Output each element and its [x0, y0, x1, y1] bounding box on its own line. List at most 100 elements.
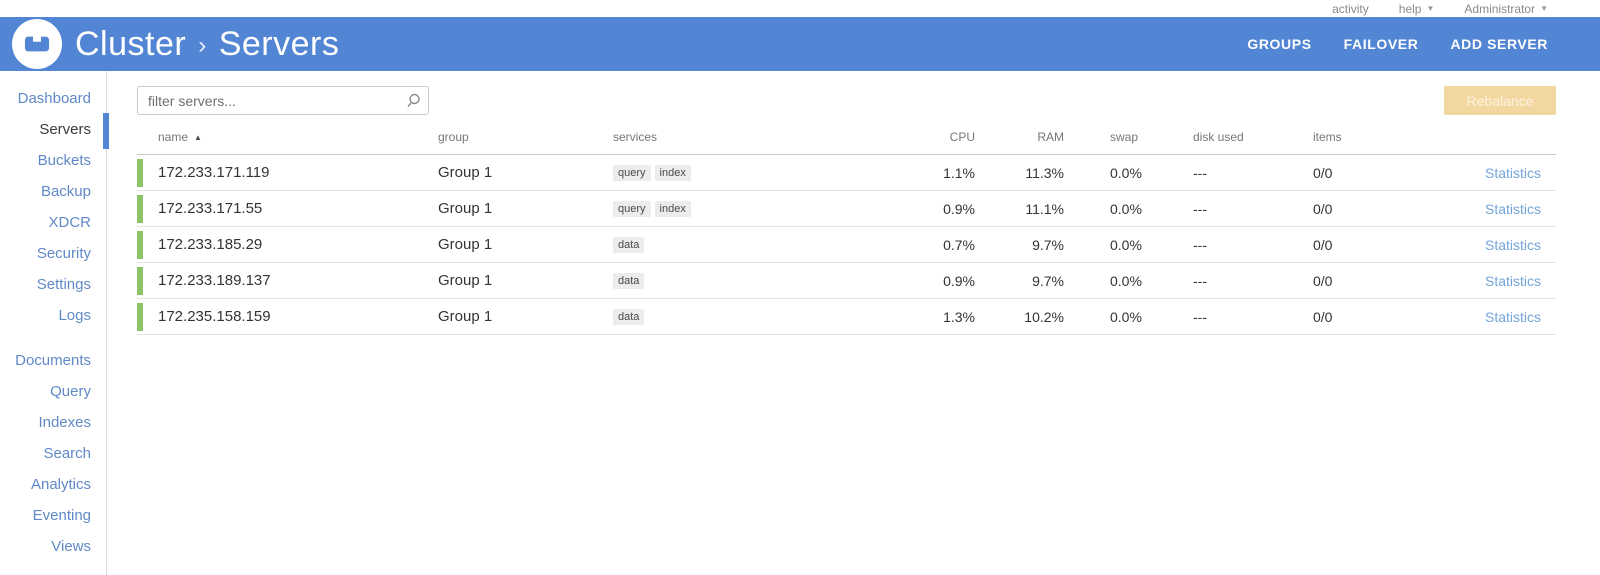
groups-button[interactable]: GROUPS — [1247, 36, 1312, 52]
sidebar-item-dashboard[interactable]: Dashboard — [17, 90, 91, 107]
sidebar-item-servers[interactable]: Servers — [0, 113, 109, 149]
disk-used-value: --- — [1193, 236, 1207, 253]
column-header-ram[interactable]: RAM — [1037, 130, 1064, 144]
statistics-link[interactable]: Statistics — [1484, 200, 1541, 217]
server-group: Group 1 — [438, 272, 493, 289]
breadcrumb-cluster[interactable]: Cluster — [75, 24, 187, 63]
chevron-right-icon: › — [198, 31, 207, 59]
add-server-button[interactable]: ADD SERVER — [1450, 36, 1548, 52]
help-label: help — [1398, 1, 1422, 16]
statistics-link[interactable]: Statistics — [1484, 308, 1541, 325]
server-name-cell: 172.233.171.119 — [137, 158, 438, 187]
server-group: Group 1 — [438, 164, 493, 181]
column-header-services[interactable]: services — [613, 130, 658, 144]
items-value: 0/0 — [1313, 200, 1333, 217]
sidebar-item-buckets[interactable]: Buckets — [37, 152, 91, 169]
sidebar-item-security[interactable]: Security — [36, 245, 91, 262]
sidebar-item-backup[interactable]: Backup — [40, 183, 91, 200]
health-status-bar — [137, 302, 143, 331]
health-status-bar — [137, 158, 143, 187]
couchbase-logo-icon — [24, 36, 50, 52]
server-group: Group 1 — [438, 236, 493, 253]
failover-button[interactable]: FAILOVER — [1343, 36, 1419, 52]
disk-used-value: --- — [1193, 200, 1207, 217]
column-header-disk-used[interactable]: disk used — [1193, 130, 1244, 144]
table-row[interactable]: 172.233.171.119 Group 1 query index 1.1%… — [137, 155, 1556, 191]
column-header-group[interactable]: group — [438, 130, 469, 144]
swap-value: 0.0% — [1110, 272, 1142, 289]
server-name: 172.233.171.119 — [158, 164, 270, 181]
server-table: name ▲ group services CPU RAM swap disk … — [137, 120, 1556, 335]
sidebar-item-eventing[interactable]: Eventing — [32, 507, 91, 524]
table-header-row: name ▲ group services CPU RAM swap disk … — [137, 120, 1556, 155]
cpu-value: 0.7% — [943, 236, 975, 253]
column-header-items[interactable]: items — [1313, 130, 1342, 144]
swap-value: 0.0% — [1110, 200, 1142, 217]
service-badge: data — [613, 308, 645, 325]
activity-link[interactable]: activity — [1332, 2, 1369, 16]
sidebar-item-search[interactable]: Search — [43, 445, 91, 462]
cpu-value: 0.9% — [943, 272, 975, 289]
items-value: 0/0 — [1313, 308, 1333, 325]
cpu-value: 1.3% — [943, 308, 975, 325]
service-badge: index — [654, 164, 691, 181]
sidebar-item-documents[interactable]: Documents — [15, 352, 91, 369]
server-name-cell: 172.233.189.137 — [137, 266, 438, 295]
sidebar-item-indexes[interactable]: Indexes — [38, 414, 91, 431]
server-name: 172.233.189.137 — [158, 272, 271, 289]
sidebar-item-query[interactable]: Query — [50, 383, 91, 400]
servers-toolbar: Rebalance — [137, 86, 1556, 115]
table-row[interactable]: 172.235.158.159 Group 1 data 1.3% 10.2% … — [137, 299, 1556, 335]
ram-value: 11.3% — [1025, 164, 1064, 181]
column-header-cpu[interactable]: CPU — [949, 130, 975, 144]
items-value: 0/0 — [1313, 236, 1333, 253]
table-row[interactable]: 172.233.189.137 Group 1 data 0.9% 9.7% 0… — [137, 263, 1556, 299]
service-badge: data — [613, 272, 645, 289]
sidebar-item-settings[interactable]: Settings — [36, 276, 91, 293]
swap-value: 0.0% — [1110, 164, 1142, 181]
sidebar-group-2: Documents Query Indexes Search Analytics… — [0, 345, 106, 562]
server-name: 172.233.185.29 — [158, 236, 263, 253]
filter-servers-input[interactable] — [137, 86, 429, 115]
sidebar-item-xdcr[interactable]: XDCR — [48, 214, 91, 231]
activity-label: activity — [1332, 1, 1369, 16]
column-header-name[interactable]: name ▲ — [158, 130, 202, 144]
statistics-link[interactable]: Statistics — [1484, 236, 1541, 253]
top-utility-bar: activity help ▼ Administrator ▼ — [0, 0, 1600, 17]
server-services: data — [613, 236, 940, 253]
user-label: Administrator — [1464, 1, 1536, 16]
app-header: Cluster › Servers GROUPS FAILOVER ADD SE… — [0, 17, 1600, 71]
sidebar: Dashboard Servers Buckets Backup XDCR Se… — [0, 71, 109, 575]
service-badge: index — [654, 200, 691, 217]
table-row[interactable]: 172.233.171.55 Group 1 query index 0.9% … — [137, 191, 1556, 227]
user-menu[interactable]: Administrator ▼ — [1464, 2, 1548, 16]
help-menu[interactable]: help ▼ — [1399, 2, 1435, 16]
server-services: query index — [613, 164, 940, 181]
items-value: 0/0 — [1313, 272, 1333, 289]
ram-value: 10.2% — [1024, 308, 1064, 325]
server-name-cell: 172.233.171.55 — [137, 194, 438, 223]
service-badge: query — [613, 200, 651, 217]
swap-value: 0.0% — [1110, 308, 1142, 325]
server-services: query index — [613, 200, 940, 217]
table-row[interactable]: 172.233.185.29 Group 1 data 0.7% 9.7% 0.… — [137, 227, 1556, 263]
header-actions: GROUPS FAILOVER ADD SERVER — [1247, 36, 1600, 52]
statistics-link[interactable]: Statistics — [1484, 272, 1541, 289]
sidebar-item-logs[interactable]: Logs — [58, 307, 91, 324]
couchbase-logo[interactable] — [12, 19, 62, 69]
sidebar-item-views[interactable]: Views — [51, 538, 91, 555]
content-area: Rebalance name ▲ group services CPU RAM … — [107, 71, 1600, 575]
service-badge: query — [613, 164, 651, 181]
health-status-bar — [137, 230, 143, 259]
health-status-bar — [137, 266, 143, 295]
server-name-cell: 172.235.158.159 — [137, 302, 438, 331]
sidebar-item-analytics[interactable]: Analytics — [30, 476, 91, 493]
server-name: 172.235.158.159 — [158, 308, 271, 325]
column-header-swap[interactable]: swap — [1110, 130, 1139, 144]
server-name-cell: 172.233.185.29 — [137, 230, 438, 259]
filter-wrap — [137, 86, 429, 115]
ram-value: 9.7% — [1032, 272, 1064, 289]
rebalance-button[interactable]: Rebalance — [1444, 86, 1556, 115]
statistics-link[interactable]: Statistics — [1484, 164, 1541, 181]
server-name: 172.233.171.55 — [158, 200, 263, 217]
